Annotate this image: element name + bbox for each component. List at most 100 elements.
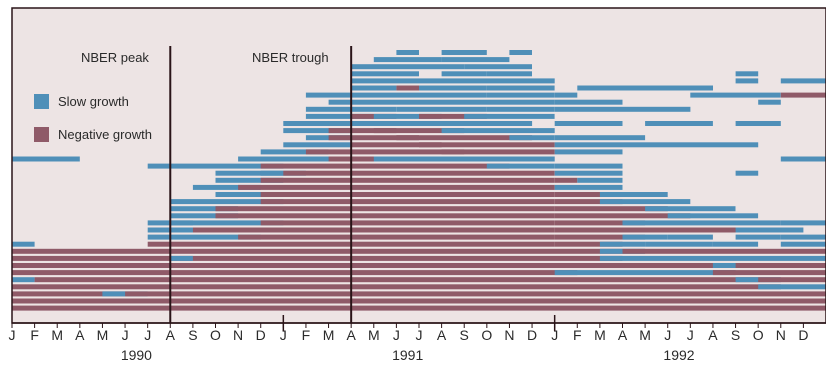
negative-growth-bar	[396, 85, 419, 91]
slow-growth-bar	[645, 121, 713, 126]
x-tick-label: M	[97, 327, 109, 343]
x-tick-label: F	[302, 327, 311, 343]
slow-growth-bar	[735, 170, 759, 176]
slow-growth-bar	[577, 177, 623, 183]
x-tick-label: J	[122, 327, 129, 343]
negative-growth-bar	[238, 234, 555, 240]
slow-growth-bar	[554, 163, 623, 169]
negative-growth-bar	[283, 170, 555, 176]
negative-growth-bar	[554, 241, 623, 247]
slow-growth-bar	[735, 234, 781, 240]
negative-growth-bar	[780, 92, 826, 98]
slow-growth-bar	[780, 234, 826, 240]
slow-growth-bar	[486, 71, 532, 77]
slow-growth-bar	[486, 106, 555, 112]
negative-growth-bar	[419, 113, 487, 119]
slow-growth-bar	[147, 234, 261, 240]
negative-growth-bar	[260, 199, 555, 205]
slow-growth-bar	[554, 106, 691, 112]
slow-growth-bar	[170, 206, 239, 212]
negative-growth-bar	[260, 220, 555, 226]
slow-growth-bar	[554, 92, 578, 98]
negative-growth-bar	[554, 192, 623, 197]
slow-growth-bar	[599, 199, 691, 205]
x-tick-label: J	[144, 327, 151, 343]
x-tick-label: J	[687, 327, 694, 343]
negative-growth-bar	[215, 213, 555, 219]
slow-growth-bar	[260, 149, 329, 155]
negative-growth-bar	[554, 220, 646, 226]
negative-growth-bar	[351, 142, 442, 148]
negative-growth-bar	[735, 263, 826, 268]
negative-growth-bar	[554, 213, 691, 219]
x-tick-label: J	[416, 327, 423, 343]
x-tick-label: O	[481, 327, 492, 343]
slow-growth-bar	[509, 50, 532, 55]
negative-growth-bar	[12, 255, 193, 261]
slow-growth-bar	[509, 135, 555, 141]
x-tick-label: S	[731, 327, 740, 343]
x-tick-label: J	[393, 327, 400, 343]
slow-growth-bar	[283, 128, 352, 134]
negative-growth-bar	[419, 142, 555, 148]
slow-growth-bar	[351, 71, 419, 77]
slow-growth-bar	[419, 99, 555, 105]
slow-growth-bar	[599, 241, 646, 247]
slow-growth-bar	[554, 184, 623, 190]
negative-growth-bar	[12, 284, 781, 290]
negative-growth-bar	[12, 270, 578, 276]
slow-growth-bar	[396, 121, 533, 126]
negative-growth-bar	[238, 184, 555, 190]
slow-growth-bar	[690, 92, 781, 98]
year-label: 1991	[392, 347, 423, 363]
slow-growth-bar	[486, 163, 555, 169]
year-label: 1990	[121, 347, 152, 363]
x-tick-label: S	[460, 327, 469, 343]
slow-growth-bar	[645, 206, 736, 212]
x-tick-label: M	[639, 327, 651, 343]
negative-growth-bar	[373, 128, 465, 134]
negative-growth-bar	[192, 227, 555, 233]
slow-growth-bar	[441, 128, 555, 134]
slow-growth-bar	[554, 135, 646, 141]
negative-growth-bar	[12, 263, 736, 268]
slow-growth-bar	[12, 156, 80, 162]
slow-growth-bar	[554, 142, 759, 148]
x-tick-label: D	[798, 327, 808, 343]
slow-growth-bar	[758, 99, 781, 105]
legend-swatch-slow	[34, 94, 49, 109]
slow-growth-bar	[351, 64, 419, 70]
x-tick-label: A	[347, 327, 357, 343]
slow-growth-bar	[712, 263, 759, 268]
negative-growth-bar	[12, 298, 826, 304]
x-tick-label: J	[664, 327, 671, 343]
slow-growth-bar	[283, 121, 352, 126]
year-label: 1992	[663, 347, 694, 363]
legend-swatch-negative	[34, 127, 49, 142]
slow-growth-bar	[12, 241, 35, 247]
slow-growth-bar	[599, 192, 668, 197]
slow-growth-bar	[464, 113, 555, 119]
slow-growth-bar	[645, 241, 713, 247]
slow-growth-bar	[215, 192, 284, 197]
legend-label-negative: Negative growth	[58, 127, 152, 142]
slow-growth-bar	[170, 213, 239, 219]
negative-growth-bar	[328, 135, 419, 141]
x-tick-label: A	[437, 327, 447, 343]
slow-growth-bar	[215, 170, 284, 176]
slow-growth-bar	[554, 121, 623, 126]
slow-growth-bar	[441, 50, 487, 55]
x-tick-label: N	[504, 327, 514, 343]
x-tick-label: O	[753, 327, 764, 343]
slow-growth-bar	[735, 121, 781, 126]
slow-growth-bar	[780, 220, 826, 226]
slow-growth-bar	[735, 78, 759, 84]
slow-growth-bar	[147, 163, 284, 169]
negative-growth-bar	[396, 135, 533, 141]
negative-growth-bar	[622, 248, 826, 254]
slow-growth-bar	[712, 241, 759, 247]
slow-growth-bar	[396, 50, 419, 55]
slow-growth-bar	[735, 277, 781, 283]
slow-growth-bar	[486, 92, 555, 98]
legend: Slow growth Negative growth	[34, 94, 152, 142]
